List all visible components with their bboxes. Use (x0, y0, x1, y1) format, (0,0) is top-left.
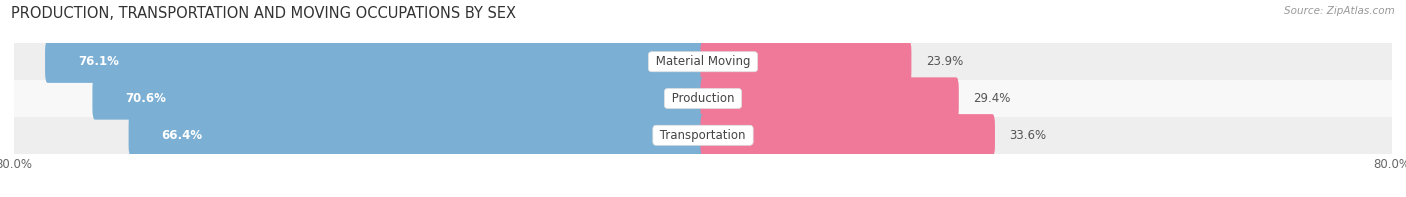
Text: 66.4%: 66.4% (162, 129, 202, 142)
Text: PRODUCTION, TRANSPORTATION AND MOVING OCCUPATIONS BY SEX: PRODUCTION, TRANSPORTATION AND MOVING OC… (11, 6, 516, 21)
Text: Production: Production (668, 92, 738, 105)
Text: 23.9%: 23.9% (927, 55, 963, 68)
Bar (14, 117, 1392, 154)
FancyBboxPatch shape (700, 41, 911, 83)
FancyBboxPatch shape (45, 41, 706, 83)
Text: 29.4%: 29.4% (973, 92, 1011, 105)
Text: 76.1%: 76.1% (77, 55, 118, 68)
FancyBboxPatch shape (700, 114, 995, 156)
FancyBboxPatch shape (93, 77, 706, 120)
Bar (14, 80, 1392, 117)
Text: 33.6%: 33.6% (1010, 129, 1046, 142)
Text: Transportation: Transportation (657, 129, 749, 142)
FancyBboxPatch shape (700, 77, 959, 120)
Bar (14, 43, 1392, 80)
Text: Source: ZipAtlas.com: Source: ZipAtlas.com (1284, 6, 1395, 16)
Text: Material Moving: Material Moving (652, 55, 754, 68)
Text: 70.6%: 70.6% (125, 92, 166, 105)
FancyBboxPatch shape (128, 114, 706, 156)
Legend: Male, Female: Male, Female (643, 194, 763, 197)
